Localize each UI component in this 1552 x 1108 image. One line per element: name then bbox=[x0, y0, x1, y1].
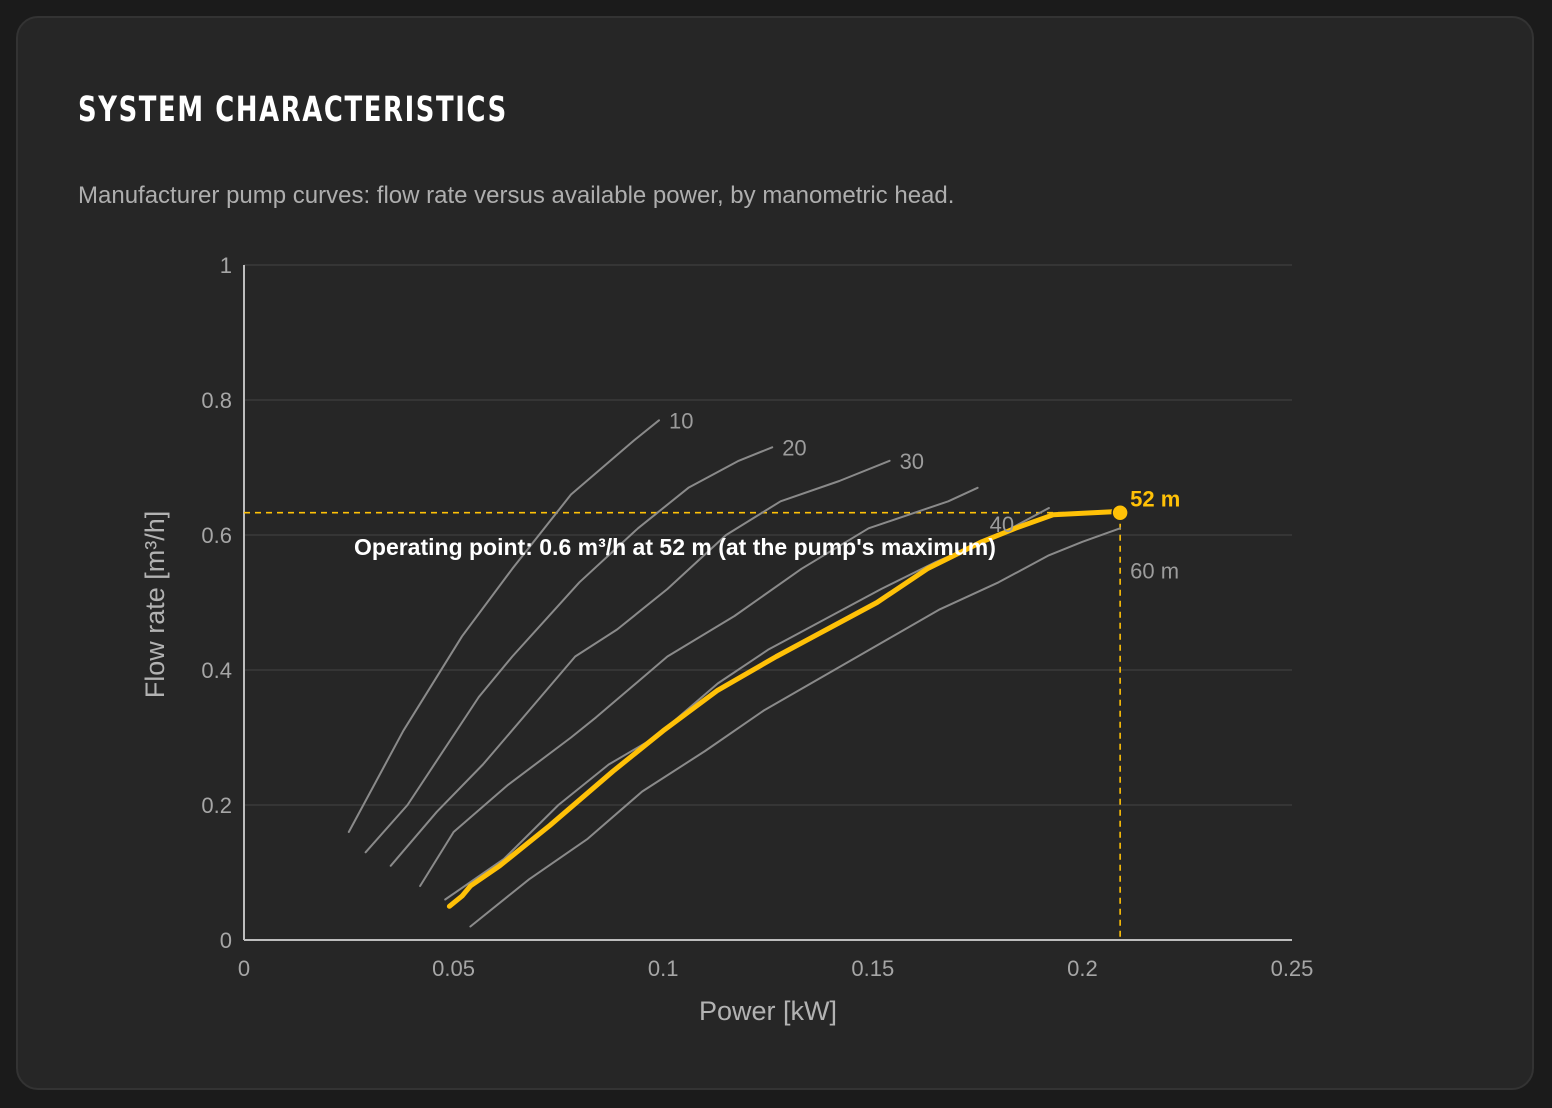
y-tick-label: 0.8 bbox=[201, 388, 232, 413]
series-line bbox=[419, 486, 979, 887]
operating-point-guides bbox=[244, 511, 1121, 940]
y-tick-label: 1 bbox=[220, 253, 232, 278]
series-line-highlight bbox=[446, 508, 1123, 909]
series-labels: 10 20 30 40 60 m bbox=[669, 408, 1179, 583]
y-axis-title: Flow rate [m³/h] bbox=[140, 511, 170, 699]
y-tick-label: 0.2 bbox=[201, 793, 232, 818]
series-end-label: 40 bbox=[990, 512, 1014, 537]
x-tick-label: 0.25 bbox=[1271, 956, 1314, 981]
card-title: SYSTEM CHARACTERISTICS bbox=[78, 90, 508, 130]
x-tick-label: 0.05 bbox=[432, 956, 475, 981]
series-line bbox=[469, 527, 1122, 928]
operating-point-marker bbox=[1111, 503, 1129, 522]
series-end-label: 10 bbox=[669, 408, 693, 433]
y-tick-label: 0.4 bbox=[201, 658, 232, 683]
tick-labels: 0 0.05 0.1 0.15 0.2 0.25 0 0.2 0.4 0.6 0.8 1 bbox=[201, 253, 1313, 981]
system-characteristics-card: SYSTEM CHARACTERISTICS Manufacturer pump… bbox=[16, 16, 1534, 1090]
operating-point-head-label: 52 m bbox=[1130, 487, 1180, 512]
x-tick-label: 0.2 bbox=[1067, 956, 1098, 981]
y-tick-label: 0.6 bbox=[201, 523, 232, 548]
series-line bbox=[389, 459, 891, 867]
y-tick-label: 0 bbox=[220, 928, 232, 953]
series-line bbox=[347, 419, 660, 833]
axes bbox=[243, 265, 1292, 941]
x-axis-title: Power [kW] bbox=[699, 996, 837, 1026]
x-tick-label: 0.15 bbox=[851, 956, 894, 981]
operating-point: 52 m Operating point: 0.6 m³/h at 52 m (a… bbox=[354, 487, 1180, 560]
x-tick-label: 0.1 bbox=[648, 956, 679, 981]
series-end-label: 20 bbox=[782, 435, 806, 460]
operating-point-annotation: Operating point: 0.6 m³/h at 52 m (at th… bbox=[354, 534, 996, 560]
series-line bbox=[364, 446, 774, 854]
series-end-label: 30 bbox=[900, 449, 924, 474]
series-lines bbox=[347, 419, 1123, 928]
grid-lines bbox=[244, 264, 1292, 806]
series-end-label: 60 m bbox=[1130, 558, 1179, 583]
x-tick-label: 0 bbox=[238, 956, 250, 981]
card-subtitle: Manufacturer pump curves: flow rate vers… bbox=[78, 182, 955, 209]
